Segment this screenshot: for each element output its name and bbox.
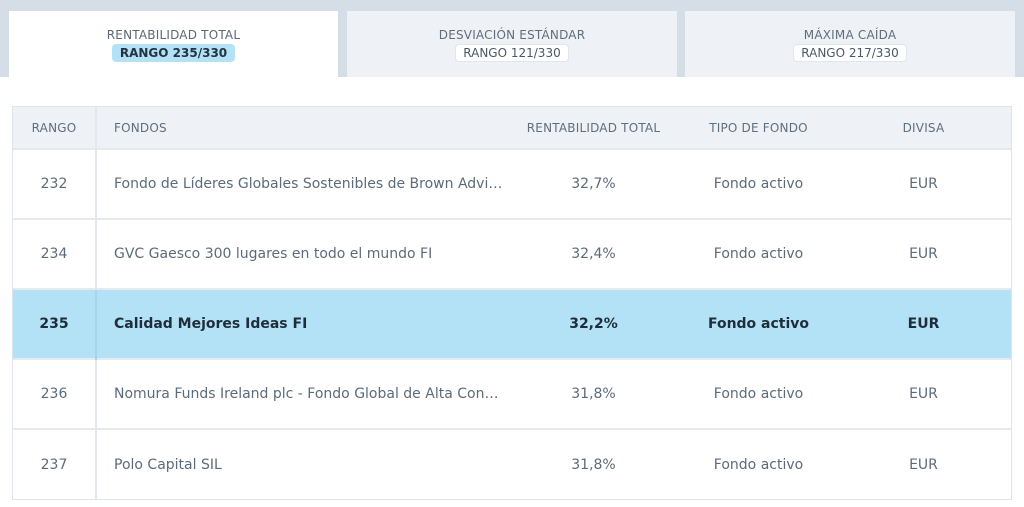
table-row[interactable]: 234 GVC Gaesco 300 lugares en todo el mu… [13,219,1011,289]
column-header-total-return: RENTABILIDAD TOTAL [526,120,661,135]
fund-type-cell: Fondo activo [713,176,804,192]
table-row[interactable]: 237 Polo Capital SIL 31,8% Fondo activo … [13,429,1011,499]
total-return-cell: 32,2% [569,316,618,332]
column-header-fund-type: TIPO DE FONDO [709,120,808,135]
currency-cell: EUR [909,386,938,402]
total-return-cell: 31,8% [571,386,616,402]
ranking-table: RANGO FONDOS RENTABILIDAD TOTAL TIPO DE … [13,107,1011,499]
rank-badge: RANGO 235/330 [111,44,236,62]
fund-type-cell: Fondo activo [713,456,804,473]
column-header-currency: DIVISA [902,120,945,135]
tab-title: MÁXIMA CAÍDA [803,28,897,42]
rank-cell: 232 [13,149,97,219]
currency-cell: EUR [909,246,938,262]
table-row[interactable]: 232 Fondo de Líderes Globales Sostenible… [13,149,1011,219]
tab-total-return[interactable]: RENTABILIDAD TOTAL RANGO 235/330 [9,11,338,77]
tab-standard-deviation[interactable]: DESVIACIÓN ESTÁNDAR RANGO 121/330 [347,11,677,77]
tab-max-drawdown[interactable]: MÁXIMA CAÍDA RANGO 217/330 [685,11,1015,77]
fund-type-cell: Fondo activo [713,386,804,402]
rank-cell: 236 [13,359,97,429]
tab-title: DESVIACIÓN ESTÁNDAR [438,28,586,42]
table-row-highlighted[interactable]: 235 Calidad Mejores Ideas FI 32,2% Fondo… [13,289,1011,359]
column-header-funds: FONDOS [114,120,167,135]
fund-type-cell: Fondo activo [713,246,804,262]
metric-tabs-bar: RENTABILIDAD TOTAL RANGO 235/330 DESVIAC… [0,0,1024,77]
total-return-cell: 32,7% [571,176,616,192]
table-header-row: RANGO FONDOS RENTABILIDAD TOTAL TIPO DE … [13,107,1011,149]
fund-name-link[interactable]: Calidad Mejores Ideas FI [114,316,308,332]
fund-name-link[interactable]: Fondo de Líderes Globales Sostenibles de… [114,176,506,192]
rank-badge: RANGO 121/330 [455,44,569,62]
total-return-cell: 31,8% [571,456,616,473]
fund-type-cell: Fondo activo [707,316,810,332]
tab-title: RENTABILIDAD TOTAL [106,28,241,42]
table-row[interactable]: 236 Nomura Funds Ireland plc - Fondo Glo… [13,359,1011,429]
fund-name-link[interactable]: Polo Capital SIL [114,456,222,473]
rank-cell: 235 [13,289,97,359]
fund-name-link[interactable]: GVC Gaesco 300 lugares en todo el mundo … [114,246,433,262]
fund-name-link[interactable]: Nomura Funds Ireland plc - Fondo Global … [114,386,506,402]
column-header-rank: RANGO [13,107,97,149]
ranking-table-container: RANGO FONDOS RENTABILIDAD TOTAL TIPO DE … [12,106,1012,500]
currency-cell: EUR [909,456,938,473]
currency-cell: EUR [907,316,940,332]
total-return-cell: 32,4% [571,246,616,262]
rank-cell: 234 [13,219,97,289]
currency-cell: EUR [909,176,938,192]
rank-badge: RANGO 217/330 [793,44,907,62]
rank-cell: 237 [13,429,97,499]
